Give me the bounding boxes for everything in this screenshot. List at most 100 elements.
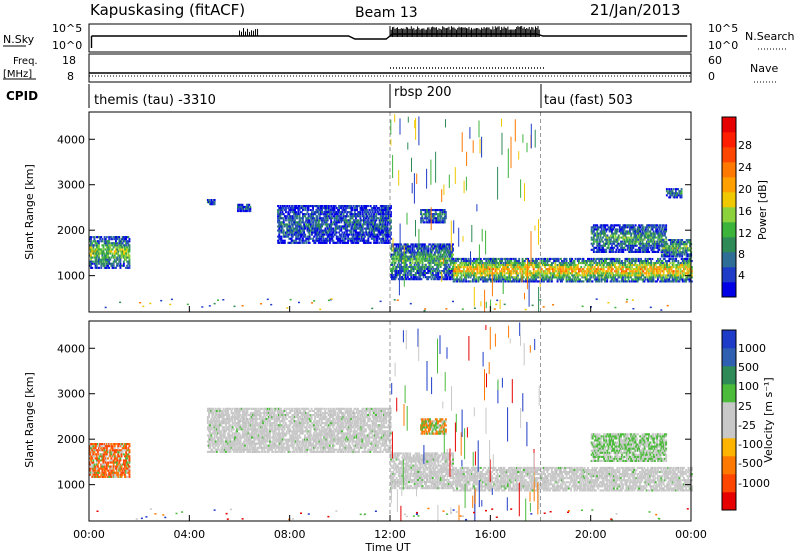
power-echo-cell [447,263,450,266]
power-echo-cell [386,221,389,224]
power-echo-cell [505,264,508,267]
power-echo-cell [350,229,353,232]
power-echo-cell [125,244,127,247]
power-echo-cell [490,266,492,269]
power-echo-cell [495,257,498,260]
power-echo-cell [532,268,535,271]
power-echo-cell [432,217,435,220]
power-echo-cell [356,223,358,226]
power-echo-cell [421,217,424,220]
power-echo-cell [339,237,342,240]
power-echo-cell [435,209,438,212]
power-echo-cell [357,233,360,236]
power-echo-cell [479,262,482,265]
power-echo-cell [390,231,392,234]
power-echo-cell [98,250,100,253]
power-echo-cell [105,236,108,239]
power-echo-cell [304,213,307,216]
power-echo-cell [677,276,680,279]
power-echo-cell [500,257,502,260]
power-echo-cell [341,231,344,234]
power-echo-cell [427,245,430,248]
power-echo-cell [390,215,392,218]
power-echo-cell [504,262,507,265]
power-echo-cell [397,245,400,248]
power-echo-cell [589,278,592,281]
power-echo-cell [428,259,431,262]
power-echo-cell [396,272,399,275]
power-echo-cell [396,257,399,260]
power-echo-cell [329,211,331,214]
power-echo-cell [598,280,601,283]
power-echo-cell [595,246,598,249]
power-echo-cell [409,274,412,277]
power-echo-cell [622,236,625,239]
power-echo-cell [347,239,349,242]
power-echo-cell [112,236,115,239]
power-echo-cell [590,262,593,265]
power-echo-cell [353,229,356,232]
power-echo-cell [115,242,117,245]
power-echo-cell [561,280,563,283]
power-echo-cell [439,263,442,266]
power-echo-cell [419,265,422,268]
power-echo-cell [360,209,363,212]
power-echo-cell [576,264,579,267]
power-echo-cell [278,225,281,228]
power-echo-cell [594,276,597,279]
power-echo-cell [611,272,614,275]
power-echo-cell [368,229,371,232]
power-echo-cell [325,225,328,228]
power-echo-cell [315,229,318,232]
power-echo-cell [93,254,96,257]
power-echo-cell [467,257,470,260]
power-echo-cell [378,227,381,230]
power-echo-cell [373,239,375,242]
power-echo-cell [318,241,321,244]
power-echo-cell [477,257,480,260]
power-echo-cell [424,213,427,216]
power-echo-cell [247,203,250,206]
power-echo-cell [451,255,453,258]
power-echo-cell [320,211,322,214]
power-echo-cell [579,257,581,260]
power-echo-cell [295,217,298,220]
power-echo-cell [329,225,331,228]
power-echo-cell [591,244,594,247]
power-echo-cell [548,278,551,281]
nsky-trace [90,33,688,48]
power-echo-cell [120,250,123,253]
power-echo-cell [303,235,305,238]
power-echo-cell [451,261,453,264]
power-echo-cell [115,240,117,243]
power-echo-cell [624,264,627,267]
power-echo-cell [383,241,386,244]
power-echo-cell [642,278,645,281]
power-echo-cell [367,237,370,240]
power-echo-cell [90,262,92,265]
power-echo-cell [378,233,381,236]
power-echo-cell [107,262,109,265]
power-echo-cell [119,246,122,249]
power-echo-cell [333,205,336,208]
power-echo-cell [294,215,296,218]
power-echo-cell [578,270,580,273]
power-echo-cell [457,257,460,260]
power-echo-cell [339,205,342,208]
power-echo-cell [496,272,499,275]
power-echo-cell [394,272,397,275]
power-echo-cell [618,244,621,247]
power-echo-cell [390,270,392,273]
power-echo-cell [410,265,413,268]
power-echo-cell [314,211,317,214]
power-echo-cell [113,258,116,261]
power-echo-cell [419,253,422,256]
power-echo-cell [384,211,387,214]
power-echo-cell [469,274,472,277]
power-echo-cell [556,264,559,267]
power-echo-cell [110,238,113,241]
power-echo-cell [386,217,389,220]
power-echo-cell [440,255,443,258]
power-echo-cell [321,231,323,234]
power-echo-cell [315,239,318,242]
